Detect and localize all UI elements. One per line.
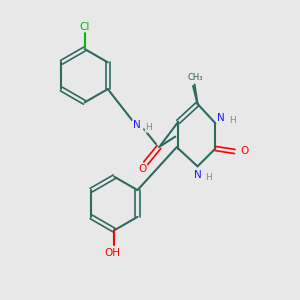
Text: Cl: Cl <box>80 22 90 32</box>
Text: OH: OH <box>105 248 121 258</box>
Text: O: O <box>240 146 248 157</box>
Text: CH₃: CH₃ <box>186 73 203 82</box>
Text: H: H <box>229 116 236 125</box>
Text: O: O <box>138 164 147 174</box>
Text: N: N <box>217 113 225 123</box>
Text: CH₃: CH₃ <box>188 73 203 82</box>
Text: N: N <box>133 120 140 130</box>
Text: N: N <box>194 170 201 180</box>
Text: H: H <box>206 173 212 182</box>
Text: H: H <box>145 123 152 132</box>
